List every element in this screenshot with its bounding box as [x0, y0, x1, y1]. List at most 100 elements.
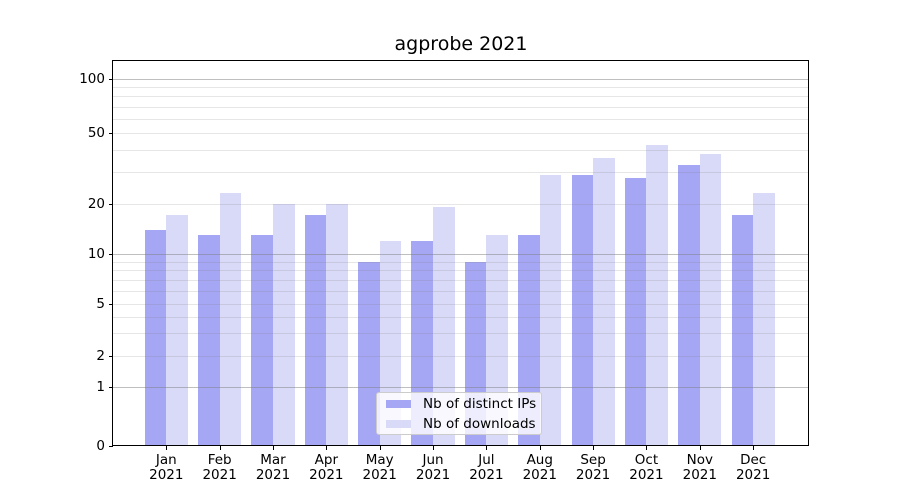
gridline-minor-50: [113, 133, 809, 134]
x-tick-label-aug: Aug 2021: [510, 453, 570, 483]
y-tick-label-2: 2: [96, 348, 105, 364]
gridline-minor-5: [113, 304, 809, 306]
x-label-month: Jan: [155, 452, 177, 468]
y-tick-2: [109, 356, 113, 357]
x-label-year: 2021: [362, 467, 397, 483]
x-tick-dec: [753, 446, 755, 450]
bar-downloads-nov: [699, 154, 722, 446]
legend-label-downloads: Nb of downloads: [423, 415, 536, 432]
bar-downloads-jun: [433, 207, 455, 446]
bar-distinct-ips-oct: [624, 177, 647, 446]
bar-downloads-mar: [273, 203, 295, 446]
gridline-minor-2: [113, 356, 809, 357]
y-tick-label-100: 100: [79, 70, 105, 87]
y-tick-label-20: 20: [87, 195, 105, 212]
gridline-minor-7: [113, 280, 809, 282]
bar-distinct-ips-nov: [678, 164, 700, 446]
x-label-year: 2021: [469, 467, 504, 483]
gridline-major-10: [113, 254, 809, 256]
x-label-month: Mar: [260, 452, 286, 468]
x-tick-sep: [593, 446, 595, 450]
x-tick-label-apr: Apr 2021: [296, 453, 356, 483]
gridline-major-100: [113, 78, 809, 80]
x-tick-label-jun: Jun 2021: [403, 453, 463, 483]
bar-downloads-apr: [326, 203, 348, 446]
x-tick-jul: [486, 446, 488, 450]
x-tick-may: [379, 446, 381, 450]
legend-item-distinct-ips: Nb of distinct IPs: [386, 396, 541, 412]
legend-swatch-downloads: [386, 419, 411, 428]
x-tick-nov: [699, 446, 701, 450]
x-tick-apr: [326, 446, 328, 450]
y-tick-5: [109, 304, 113, 306]
x-tick-label-sep: Sep 2021: [563, 453, 623, 483]
bar-downloads-jan: [166, 215, 188, 446]
x-tick-label-feb: Feb 2021: [190, 453, 250, 483]
gridline-minor-3: [113, 333, 809, 335]
x-label-month: Feb: [207, 452, 232, 468]
x-label-year: 2021: [149, 467, 184, 483]
legend: Nb of distinct IPs Nb of downloads: [376, 392, 542, 435]
y-tick-label-5: 5: [96, 296, 105, 313]
x-label-month: May: [365, 452, 394, 468]
gridline-minor-40: [113, 150, 809, 152]
bar-downloads-feb: [219, 192, 242, 446]
gridline-minor-60: [113, 118, 809, 120]
x-tick-oct: [646, 446, 648, 450]
x-label-year: 2021: [202, 467, 237, 483]
bar-distinct-ips-jan: [144, 229, 167, 446]
gridline-minor-70: [113, 106, 809, 108]
y-tick-10: [109, 254, 113, 256]
gridline-minor-9: [113, 261, 809, 263]
bar-distinct-ips-apr: [304, 215, 327, 446]
y-tick-20: [109, 203, 113, 205]
x-tick-jan: [166, 446, 168, 450]
y-tick-0: [109, 445, 113, 447]
x-tick-label-jan: Jan 2021: [136, 453, 196, 483]
legend-label-distinct-ips: Nb of distinct IPs: [423, 395, 537, 412]
x-label-year: 2021: [682, 467, 717, 483]
gridline-minor-8: [113, 270, 809, 272]
y-tick-label-1: 1: [96, 378, 105, 395]
x-tick-label-jul: Jul 2021: [456, 453, 516, 483]
bar-distinct-ips-may: [358, 261, 380, 446]
chart-title: agprobe 2021: [394, 33, 528, 55]
y-tick-100: [109, 78, 113, 80]
x-label-year: 2021: [735, 467, 771, 483]
y-tick-1: [109, 386, 113, 388]
gridline-minor-30: [113, 172, 809, 174]
x-label-month: Aug: [526, 452, 553, 468]
x-label-year: 2021: [575, 467, 611, 483]
x-tick-label-dec: Dec 2021: [723, 453, 783, 483]
x-label-month: Jun: [422, 452, 444, 468]
gridline-minor-80: [113, 96, 809, 98]
legend-swatch-distinct-ips: [386, 399, 411, 408]
y-tick-label-0: 0: [96, 437, 105, 454]
x-tick-label-may: May 2021: [350, 453, 410, 483]
x-label-month: Nov: [686, 452, 713, 468]
x-label-year: 2021: [522, 467, 557, 483]
x-tick-feb: [219, 446, 221, 450]
bar-downloads-sep: [593, 158, 615, 446]
bar-downloads-oct: [646, 144, 669, 446]
x-label-month: Sep: [580, 452, 606, 468]
bar-distinct-ips-sep: [571, 174, 594, 446]
y-tick-50: [109, 133, 113, 134]
bar-downloads-dec: [753, 192, 775, 446]
x-label-year: 2021: [255, 467, 291, 483]
gridline-major-1: [113, 386, 809, 388]
gridline-minor-20: [113, 203, 809, 205]
legend-item-downloads: Nb of downloads: [386, 416, 541, 432]
bar-distinct-ips-dec: [731, 215, 754, 446]
x-label-month: Dec: [740, 452, 767, 468]
x-label-year: 2021: [629, 467, 664, 483]
y-tick-label-50: 50: [87, 125, 105, 141]
x-tick-label-nov: Nov 2021: [670, 453, 730, 483]
x-label-year: 2021: [415, 467, 451, 483]
x-label-month: Apr: [314, 452, 339, 468]
x-label-month: Jul: [478, 452, 495, 468]
x-label-month: Oct: [634, 452, 659, 468]
x-label-year: 2021: [309, 467, 344, 483]
gridline-minor-90: [113, 86, 809, 88]
